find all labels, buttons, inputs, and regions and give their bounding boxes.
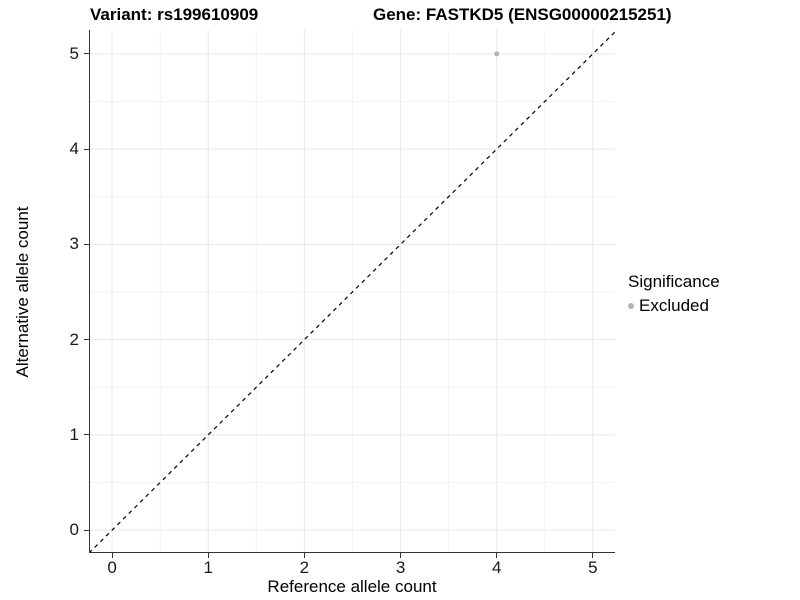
excluded-point-icon: [628, 303, 634, 309]
x-tick-label: 1: [203, 558, 213, 577]
x-tick-label: 2: [299, 558, 310, 577]
legend-title: Significance: [628, 272, 720, 291]
y-tick-mark: [84, 434, 89, 436]
y-tick-mark: [84, 339, 89, 341]
plot-title-variant: Variant: rs199610909: [90, 5, 259, 24]
data-point: [494, 51, 500, 57]
legend: Significance Excluded: [628, 272, 720, 316]
y-tick-label: 5: [69, 43, 79, 63]
x-tick-mark: [496, 553, 498, 558]
x-tick-label: 4: [491, 558, 502, 577]
x-tick-label: 0: [107, 558, 117, 577]
legend-item-excluded: Excluded: [628, 296, 720, 316]
x-tick-mark: [207, 553, 209, 558]
y-tick-label: 0: [69, 520, 79, 540]
x-tick-mark: [111, 553, 113, 558]
y-tick-mark: [84, 529, 89, 531]
y-tick-label: 1: [69, 424, 79, 444]
x-tick-mark: [303, 553, 305, 558]
plot-canvas: [89, 30, 615, 553]
y-tick-label: 2: [69, 329, 79, 349]
x-tick-mark: [400, 553, 402, 558]
x-tick-label: 5: [588, 558, 598, 577]
y-tick-mark: [84, 243, 89, 245]
y-tick-mark: [84, 148, 89, 150]
y-tick-label: 3: [69, 234, 79, 254]
x-tick-label: 3: [395, 558, 406, 577]
x-tick-mark: [592, 553, 594, 558]
y-axis-title: Alternative allele count: [13, 206, 32, 378]
y-tick-label: 4: [69, 139, 79, 159]
identity-line: [89, 31, 615, 553]
x-axis-title: Reference allele count: [267, 577, 437, 596]
legend-item-label: Excluded: [639, 296, 709, 315]
plot-panel: [89, 30, 615, 553]
plot-title-gene: Gene: FASTKD5 (ENSG00000215251): [373, 5, 672, 24]
y-tick-mark: [84, 53, 89, 55]
